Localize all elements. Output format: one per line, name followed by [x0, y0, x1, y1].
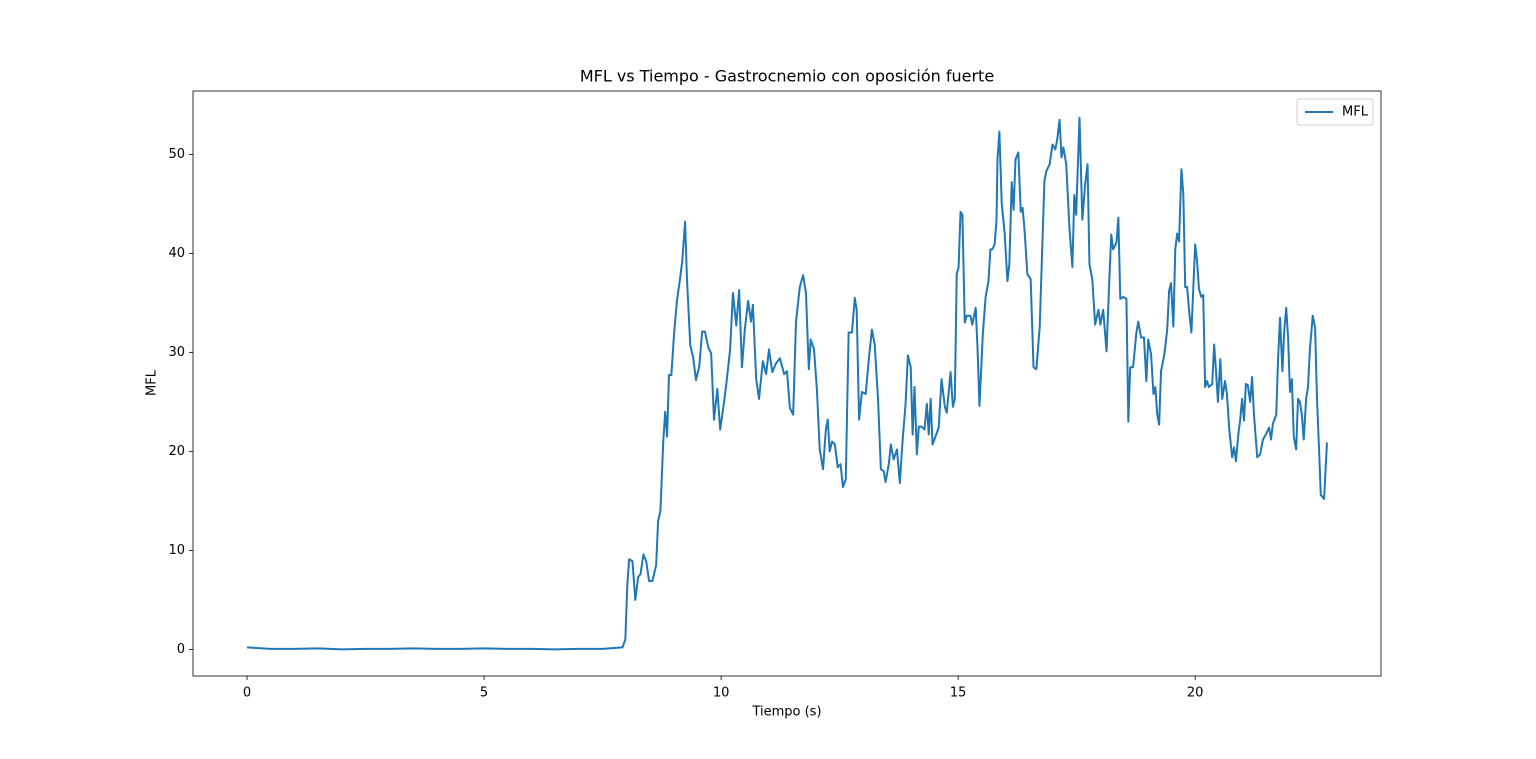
x-tick-label: 15 [950, 686, 967, 701]
y-axis-label: MFL [145, 369, 160, 396]
x-tick-label: 0 [243, 686, 251, 701]
x-tick-label: 5 [480, 686, 488, 701]
y-tick-label: 0 [177, 642, 185, 657]
x-tick-label: 20 [1187, 686, 1204, 701]
data-line [246, 116, 1328, 651]
y-tick-label: 40 [168, 246, 185, 261]
legend-label: MFL [1342, 105, 1369, 120]
legend-box [1296, 98, 1374, 126]
y-tick-label: 20 [168, 444, 185, 459]
x-axis-label: Tiempo (s) [751, 705, 821, 720]
x-tick-label: 10 [713, 686, 730, 701]
y-tick-label: 50 [168, 147, 185, 162]
chart-title: MFL vs Tiempo - Gastrocnemio con oposici… [580, 67, 994, 86]
plot-frame [192, 90, 1382, 677]
y-tick-label: 30 [168, 345, 185, 360]
y-tick-label: 10 [168, 543, 185, 558]
